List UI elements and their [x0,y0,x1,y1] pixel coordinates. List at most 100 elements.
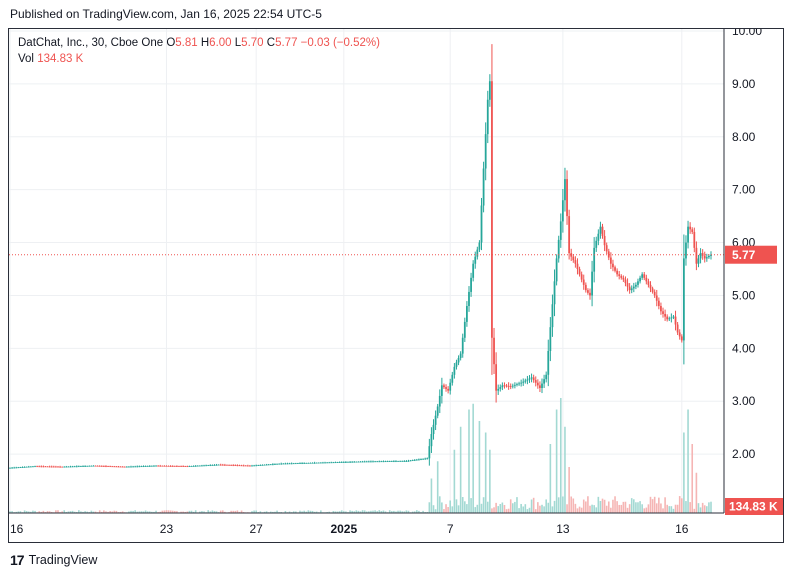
volume-bar [578,506,581,513]
close-label: C [266,37,276,49]
candle-body [570,253,573,257]
volume-bar [580,507,583,513]
volume-bar [622,501,625,513]
candle-body [19,467,22,469]
candle-body [649,284,652,289]
candle-body [261,464,264,466]
volume-bar [30,511,32,513]
high-value: 6.00 [209,37,232,49]
candle-body [643,274,646,278]
candle-body [17,467,20,469]
volume-bar [78,510,80,513]
volume-bar [461,497,464,513]
volume-bar [526,509,529,513]
volume-bar [582,499,585,513]
tradingview-brand[interactable]: 17 TradingView [10,552,97,568]
x-tick-label: 16 [10,522,24,536]
candle-body [253,465,255,467]
candle-body [443,385,445,388]
candle-body [630,288,633,291]
candle-body [330,462,333,464]
volume-bar [601,498,604,513]
candle-body [326,462,329,464]
candle-body [493,337,495,365]
volume-bar [478,421,481,513]
volume-bar [140,511,143,513]
candle-body [509,386,512,387]
volume-bar [142,511,145,513]
candle-body [25,466,28,468]
volume-bar [251,511,253,513]
volume-bar [121,511,124,513]
volume-bar [167,510,170,513]
candle-body [61,466,64,468]
volume-bar [71,510,74,513]
volume-bar [470,498,472,513]
candle-body [463,321,466,338]
candle-body [315,462,318,464]
candle-body [365,461,368,463]
volume-bar [161,510,164,513]
volume-bar [624,501,627,513]
volume-bar [340,510,343,513]
candle-body [332,462,335,464]
volume-bar [284,510,287,513]
candle-body [472,263,475,278]
candle-body [639,277,641,282]
candle-body [534,380,537,383]
volume-bar [107,511,109,513]
volume-bar [103,510,105,513]
volume-bar [447,507,449,513]
candle-body [664,313,667,317]
volume-bar [219,510,222,513]
y-tick-label: 4.00 [732,341,756,355]
volume-bar [144,510,147,513]
volume-bar [265,511,268,513]
volume-bar [607,501,610,513]
candle-body [169,465,172,467]
candle-body [522,381,525,383]
volume-bar [153,511,155,513]
candle-body [132,466,134,468]
volume-bar [539,505,541,513]
candle-body [589,292,591,296]
candle-body [672,316,675,318]
volume-bar [272,511,274,513]
candle-body [119,466,122,468]
candle-body [363,461,366,463]
candle-body [430,434,433,447]
volume-bar [269,511,272,513]
candle-body [217,464,220,466]
candle-body [138,466,141,468]
candle-body [676,324,679,333]
candle-body [52,466,55,468]
volume-bar [315,511,318,513]
volume-bar [543,506,545,513]
candle-body [708,255,710,258]
candle-body [557,239,560,259]
candle-body [144,466,147,467]
volume-bar [518,508,520,513]
candle-body [384,461,387,463]
candle-body [148,465,151,467]
volume-bar [82,511,84,513]
candle-body [641,274,644,278]
volume-bar [105,511,107,513]
volume-bar [516,497,518,513]
volume-bar [505,509,508,513]
candle-body [380,461,383,463]
volume-bar [355,510,358,513]
volume-bar [40,511,43,513]
candle-body [59,466,61,468]
candle-body [357,461,360,463]
volume-bar [307,510,310,513]
candle-body [426,458,429,460]
price-chart[interactable]: 2.00 3.00 4.00 5.00 6.00 7.00 8.00 9.00 10.00 5.7… [9,29,784,542]
volume-bar [585,501,587,513]
volume-tag-box [725,498,783,515]
volume-bar [534,509,537,513]
volume-bar [530,499,533,513]
candle-body [274,464,276,465]
candle-body [292,463,295,465]
volume-bar [38,511,41,513]
